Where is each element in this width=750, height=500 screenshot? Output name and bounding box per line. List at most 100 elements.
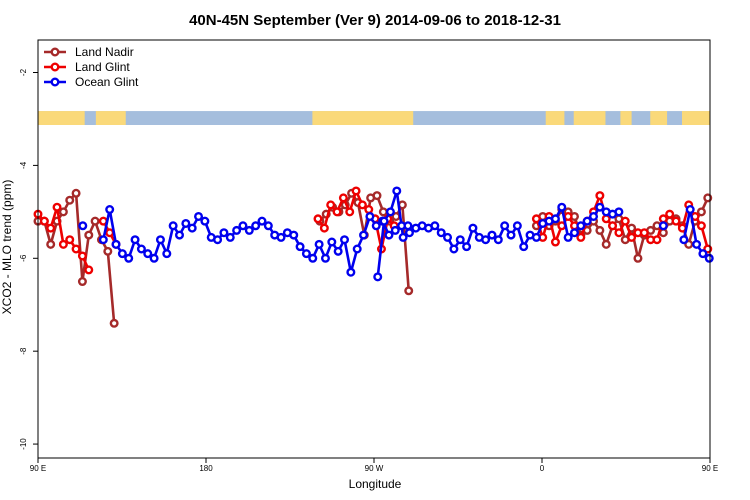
- ocean-glint-point: [130, 235, 140, 245]
- land-nadir-point: [103, 246, 113, 256]
- ocean-glint-point: [685, 205, 695, 215]
- ocean-glint-point: [244, 225, 254, 235]
- ocean-glint-point: [78, 221, 88, 231]
- ocean-glint-point: [149, 253, 159, 263]
- legend-label-land-nadir: Land Nadir: [75, 45, 134, 59]
- ocean-glint-point: [390, 225, 400, 235]
- land-glint-point: [671, 216, 681, 226]
- ocean-glint-point: [398, 232, 408, 242]
- ocean-glint-point: [124, 253, 134, 263]
- land-nadir-point: [109, 318, 119, 328]
- ocean-glint-point: [333, 246, 343, 256]
- land-ocean-band: [38, 111, 710, 125]
- land-glint-point: [652, 235, 662, 245]
- ocean-glint-point: [295, 242, 305, 252]
- ocean-glint-point: [563, 232, 573, 242]
- ocean-glint-point: [225, 232, 235, 242]
- ocean-glint-point: [519, 242, 529, 252]
- ocean-glint-point: [174, 230, 184, 240]
- ocean-glint-point: [143, 249, 153, 259]
- land-glint-point: [576, 232, 586, 242]
- land-glint-point: [77, 251, 87, 261]
- series-layer: [33, 186, 714, 328]
- ocean-glint-point: [506, 230, 516, 240]
- land-glint-point: [531, 214, 541, 224]
- land-segment: [650, 111, 668, 125]
- ocean-glint-point: [493, 235, 503, 245]
- ocean-glint-point: [117, 249, 127, 259]
- land-nadir-point: [595, 225, 605, 235]
- land-glint-point: [608, 221, 618, 231]
- ocean-glint-point: [430, 221, 440, 231]
- land-glint-point: [58, 239, 68, 249]
- ocean-glint-point: [512, 221, 522, 231]
- land-nadir-line: [38, 190, 116, 324]
- legend-label-ocean-glint: Ocean Glint: [75, 75, 139, 89]
- ocean-glint-point: [359, 230, 369, 240]
- land-segment: [573, 111, 606, 125]
- x-tick-label: 90 W: [365, 464, 384, 473]
- land-glint-point: [332, 207, 342, 217]
- ocean-glint-point: [403, 221, 413, 231]
- land-glint-point: [46, 223, 56, 233]
- ocean-glint-point: [589, 211, 599, 221]
- legend-label-land-glint: Land Glint: [75, 60, 130, 74]
- land-nadir-point: [65, 195, 75, 205]
- land-segment: [38, 111, 85, 125]
- legend-marker-land-glint: [50, 62, 60, 72]
- land-nadir-point: [378, 207, 388, 217]
- ocean-glint-point: [385, 207, 395, 217]
- land-nadir-point: [71, 188, 81, 198]
- ocean-glint-point: [111, 239, 121, 249]
- land-glint-point: [357, 200, 367, 210]
- ocean-glint-point: [181, 218, 191, 228]
- legend-marker-ocean-glint: [50, 77, 60, 87]
- land-glint-point: [601, 214, 611, 224]
- land-glint-point: [319, 223, 329, 233]
- ocean-glint-point: [327, 237, 337, 247]
- ocean-glint-point: [194, 211, 204, 221]
- y-axis-label: XCO2 - MLO trend (ppm): [0, 180, 14, 315]
- y-tick-label: -4: [19, 161, 28, 169]
- x-tick-label: 180: [199, 464, 213, 473]
- y-tick-label: -2: [19, 68, 28, 76]
- x-axis-label: Longitude: [349, 477, 402, 491]
- land-glint-point: [550, 237, 560, 247]
- ocean-glint-point: [289, 230, 299, 240]
- ocean-glint-point: [698, 249, 708, 259]
- land-glint-point: [338, 193, 348, 203]
- x-axis: 90 E 180 90 W 0 90 E: [30, 458, 718, 473]
- ocean-glint-point: [384, 230, 394, 240]
- ocean-glint-point: [301, 249, 311, 259]
- ocean-glint-point: [200, 216, 210, 226]
- land-glint-point: [639, 228, 649, 238]
- land-segment: [95, 111, 126, 125]
- ocean-glint-point: [550, 214, 560, 224]
- land-glint-point: [52, 202, 62, 212]
- land-glint-point: [665, 209, 675, 219]
- ocean-glint-point: [371, 221, 381, 231]
- land-glint-point: [563, 211, 573, 221]
- land-nadir-point: [696, 207, 706, 217]
- ocean-glint-point: [257, 216, 267, 226]
- ocean-glint-point: [704, 253, 714, 263]
- ocean-glint-point: [352, 244, 362, 254]
- y-tick-label: -6: [19, 254, 28, 262]
- ocean-glint-point: [531, 232, 541, 242]
- x-tick-label: 90 E: [30, 464, 46, 473]
- land-glint-point: [614, 228, 624, 238]
- land-glint-point: [658, 214, 668, 224]
- land-nadir-point: [372, 191, 382, 201]
- land-glint-point: [595, 191, 605, 201]
- ocean-glint-point: [155, 235, 165, 245]
- land-glint-point: [620, 216, 630, 226]
- land-segment: [620, 111, 632, 125]
- land-glint-point: [105, 228, 115, 238]
- ocean-glint-point: [308, 253, 318, 263]
- land-nadir-point: [58, 207, 68, 217]
- ocean-glint-point: [238, 221, 248, 231]
- x-tick-label: 0: [540, 464, 545, 473]
- land-nadir-point: [601, 239, 611, 249]
- ocean-glint-point: [455, 235, 465, 245]
- land-segment: [312, 111, 414, 125]
